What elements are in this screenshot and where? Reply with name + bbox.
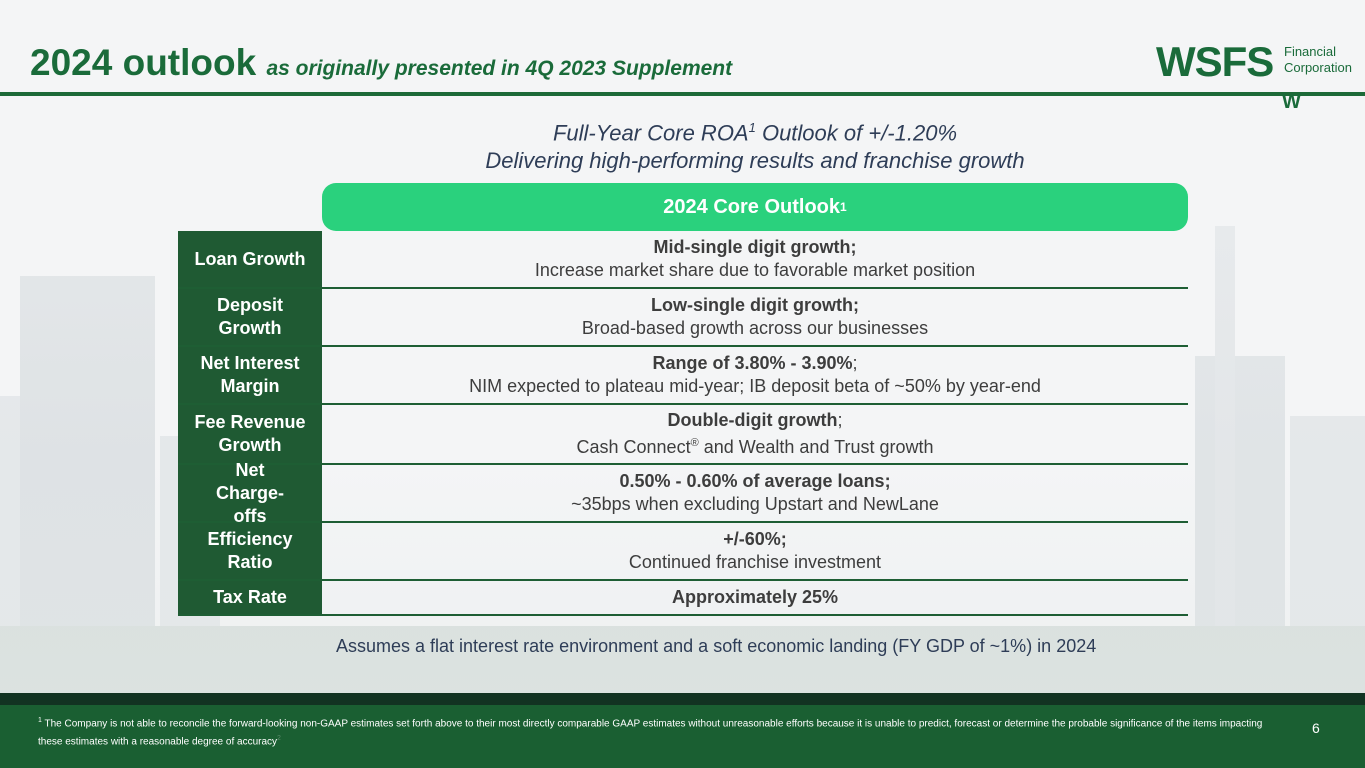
assumption-note: Assumes a flat interest rate environment…: [336, 636, 1097, 656]
row-label-fee-revenue-growth: Fee Revenue Growth: [178, 405, 322, 463]
company-logo: WSFS Financial Corporation W: [1156, 40, 1352, 114]
logo-wordmark: WSFS: [1156, 38, 1274, 85]
row-label-loan-growth: Loan Growth: [178, 231, 322, 287]
row-value-headline: Approximately 25%: [671, 587, 839, 607]
table-row: Efficiency Ratio +/-60%; Continued franc…: [178, 523, 1188, 581]
row-value-detail-suffix: and Wealth and Trust growth: [698, 437, 934, 457]
registered-mark: ®: [690, 437, 699, 449]
outlook-header: 2024 Core Outlook 1: [322, 183, 1188, 231]
headline-roa-footnote-marker: 1: [748, 120, 756, 135]
row-value: Double-digit growth; Cash Connect® and W…: [322, 405, 1188, 463]
table-row: Deposit Growth Low-single digit growth; …: [178, 289, 1188, 347]
title-bar: 2024 outlook as originally presented in …: [0, 0, 1365, 96]
row-value: Mid-single digit growth; Increase market…: [322, 231, 1188, 287]
row-value-detail: Increase market share due to favorable m…: [534, 260, 976, 280]
logo-line1: Financial: [1284, 44, 1337, 59]
row-value-headline: Double-digit growth: [667, 410, 838, 430]
row-value-headline: 0.50% - 0.60% of average loans;: [619, 471, 891, 491]
row-value-headline-wrap: Double-digit growth;: [322, 409, 1188, 432]
row-label-net-interest-margin: Net Interest Margin: [178, 347, 322, 403]
row-value-detail: NIM expected to plateau mid-year; IB dep…: [469, 376, 1041, 396]
headline-roa-suffix: Outlook of +/-1.20%: [755, 120, 958, 146]
footnote-end-marker: 2: [277, 735, 281, 743]
table-row: Tax Rate Approximately 25%: [178, 581, 1188, 616]
page-number: 6: [1312, 720, 1320, 736]
headline-roa-prefix: Full-Year Core ROA: [552, 120, 749, 146]
table-row: Fee Revenue Growth Double-digit growth; …: [178, 405, 1188, 465]
outlook-header-footnote-marker: 1: [840, 200, 847, 214]
outlook-table: Loan Growth Mid-single digit growth; Inc…: [178, 231, 1188, 616]
row-label-efficiency-ratio: Efficiency Ratio: [178, 523, 322, 579]
headline-line1: Full-Year Core ROA1 Outlook of +/-1.20%: [0, 120, 1365, 146]
logo-subtext: Financial Corporation: [1284, 44, 1352, 76]
row-value-headline-suffix: ;: [852, 353, 858, 373]
row-value-detail: ~35bps when excluding Upstart and NewLan…: [571, 494, 939, 514]
row-value-headline: +/-60%;: [723, 529, 787, 549]
row-value: Approximately 25%: [322, 581, 1188, 614]
row-value: 0.50% - 0.60% of average loans; ~35bps w…: [322, 465, 1188, 521]
page-title: 2024 outlook as originally presented in …: [30, 42, 732, 84]
row-label-deposit-growth: Deposit Growth: [178, 289, 322, 345]
row-value-detail: Cash Connect® and Wealth and Trust growt…: [322, 432, 1188, 459]
row-label-tax-rate: Tax Rate: [178, 581, 322, 614]
row-value: Range of 3.80% - 3.90%; NIM expected to …: [322, 347, 1188, 403]
table-row: Loan Growth Mid-single digit growth; Inc…: [178, 231, 1188, 289]
footer: 1 The Company is not able to reconcile t…: [0, 693, 1365, 768]
footnote-marker: 1: [38, 717, 42, 724]
row-value-detail-prefix: Cash Connect: [576, 437, 691, 457]
title-rule: [0, 92, 1365, 96]
row-value-detail: Continued franchise investment: [628, 552, 882, 572]
row-value-headline: Range of 3.80% - 3.90%: [652, 353, 853, 373]
logo-line2: Corporation: [1284, 60, 1352, 75]
footnote: 1 The Company is not able to reconcile t…: [38, 713, 1288, 750]
table-row: Net Charge-offs 0.50% - 0.60% of average…: [178, 460, 1188, 526]
row-value-headline-wrap: Range of 3.80% - 3.90%;: [322, 352, 1188, 375]
row-label-net-charge-offs: Net Charge-offs: [178, 460, 322, 526]
row-value-headline: Low-single digit growth;: [651, 295, 859, 315]
row-value: Low-single digit growth; Broad-based gro…: [322, 289, 1188, 345]
row-value-headline-suffix: ;: [837, 410, 843, 430]
page-title-main: 2024 outlook: [30, 42, 257, 83]
page-title-subtitle: as originally presented in 4Q 2023 Suppl…: [266, 57, 733, 80]
row-value-detail: Broad-based growth across our businesses: [581, 318, 929, 338]
footer-top-band: [0, 693, 1365, 705]
row-value: +/-60%; Continued franchise investment: [322, 523, 1188, 579]
logo-mark: W: [1282, 91, 1301, 113]
table-row: Net Interest Margin Range of 3.80% - 3.9…: [178, 347, 1188, 405]
headline-line2: Delivering high-performing results and f…: [485, 148, 1025, 173]
outlook-header-label: 2024 Core Outlook: [663, 195, 841, 218]
footnote-text: The Company is not able to reconcile the…: [38, 718, 1263, 748]
row-value-headline: Mid-single digit growth;: [653, 237, 857, 257]
